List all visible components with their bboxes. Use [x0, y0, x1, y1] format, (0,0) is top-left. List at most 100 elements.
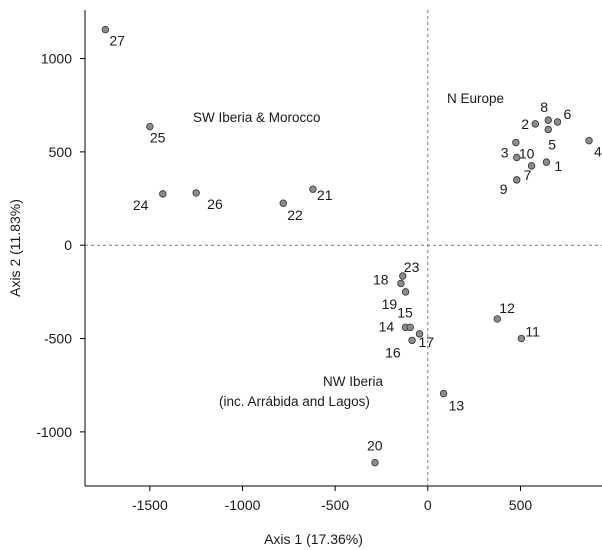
point-label: 24	[133, 197, 149, 213]
point-label: 11	[525, 324, 540, 340]
data-point-24: 24	[133, 190, 167, 213]
point-marker	[397, 279, 405, 288]
point-label: 5	[548, 136, 556, 152]
data-point-10: 10	[512, 138, 535, 162]
point-label: 23	[404, 259, 420, 275]
point-marker	[101, 25, 110, 34]
point-label: 26	[207, 196, 223, 212]
point-marker	[517, 334, 526, 343]
point-marker	[544, 116, 552, 124]
point-label: 1	[554, 158, 562, 174]
point-label: 13	[449, 398, 465, 414]
data-point-6: 6	[553, 106, 572, 126]
group-annotation: (inc. Arrábida and Lagos)	[219, 394, 370, 409]
data-point-15: 15	[397, 304, 414, 332]
point-marker	[401, 288, 410, 296]
data-point-21: 21	[309, 185, 333, 203]
y-tick-label: -500	[44, 331, 72, 347]
data-point-25: 25	[146, 122, 166, 146]
data-point-9: 9	[500, 176, 521, 197]
x-axis-ticks: -1500 -1000 -500 0 500	[132, 486, 532, 513]
point-label: 14	[379, 318, 395, 334]
point-marker	[527, 162, 536, 170]
y-axis-title: Axis 2 (11.83%)	[7, 199, 23, 297]
data-point-8: 8	[540, 99, 552, 124]
point-marker	[192, 189, 200, 197]
data-point-2: 2	[521, 116, 539, 132]
data-point-3: 3	[501, 144, 521, 162]
reference-lines	[85, 10, 602, 486]
y-tick-label: 1000	[41, 51, 72, 67]
data-point-18: 18	[373, 271, 405, 288]
point-label: 7	[524, 167, 532, 183]
data-point-4: 4	[585, 136, 602, 160]
data-point-7: 7	[524, 162, 536, 183]
x-axis-title: Axis 1 (17.36%)	[264, 531, 363, 547]
data-point-20: 20	[367, 438, 383, 467]
data-point-11: 11	[517, 324, 540, 343]
point-label: 12	[499, 300, 515, 316]
point-label: 19	[382, 296, 398, 312]
x-tick-label: 500	[509, 497, 533, 513]
x-tick-label: -1000	[225, 497, 261, 513]
x-tick-label: -500	[321, 497, 349, 513]
point-label: 8	[540, 99, 548, 115]
data-point-19: 19	[382, 288, 410, 312]
point-label: 16	[385, 344, 401, 360]
point-marker	[159, 190, 167, 198]
point-label: 25	[150, 130, 166, 146]
data-point-5: 5	[544, 125, 556, 152]
point-label: 10	[519, 146, 535, 162]
data-point-13: 13	[439, 389, 465, 414]
data-points: 123 4567891011121314151617181920212223242…	[101, 25, 602, 467]
point-marker	[512, 138, 520, 147]
x-tick-label: -1500	[132, 497, 168, 513]
point-marker	[309, 185, 317, 193]
point-marker	[406, 323, 414, 332]
group-annotations: SW Iberia & Morocco N Europe NW Iberia (inc…	[193, 91, 504, 409]
point-marker	[408, 336, 416, 345]
point-marker	[146, 122, 154, 131]
data-point-14: 14	[379, 318, 410, 334]
plot-frame	[84, 10, 602, 487]
point-marker	[585, 136, 593, 145]
point-marker	[531, 120, 539, 128]
data-point-26: 26	[192, 189, 223, 212]
group-annotation: NW Iberia	[323, 374, 384, 389]
point-label: 18	[373, 271, 389, 287]
point-marker	[399, 272, 407, 280]
point-label: 15	[397, 304, 413, 320]
group-annotation: SW Iberia & Morocco	[193, 110, 321, 125]
data-point-12: 12	[493, 300, 515, 323]
point-label: 17	[418, 334, 434, 350]
data-point-17: 17	[415, 330, 434, 350]
point-marker	[544, 125, 552, 134]
point-marker	[553, 118, 562, 126]
point-marker	[513, 153, 521, 162]
data-point-23: 23	[399, 259, 420, 280]
data-point-1: 1	[542, 158, 562, 174]
point-label: 3	[501, 144, 509, 160]
point-label: 27	[109, 33, 125, 49]
point-label: 9	[500, 181, 508, 197]
y-axis-ticks: 1000 500 0 -500 -1000	[36, 51, 85, 440]
point-marker	[371, 458, 379, 467]
point-marker	[542, 158, 551, 166]
x-tick-label: 0	[424, 497, 432, 513]
point-marker	[513, 176, 521, 184]
data-point-22: 22	[279, 199, 303, 223]
point-marker	[415, 330, 424, 338]
y-tick-label: 500	[49, 144, 73, 160]
point-marker	[439, 389, 448, 398]
point-label: 21	[317, 187, 333, 203]
point-label: 22	[287, 207, 303, 223]
y-tick-label: 0	[64, 237, 72, 253]
data-point-16: 16	[385, 336, 416, 360]
point-label: 20	[367, 438, 383, 454]
point-label: 4	[594, 144, 602, 160]
point-marker	[279, 199, 287, 207]
point-label: 2	[521, 116, 529, 132]
point-marker	[493, 315, 502, 323]
y-tick-label: -1000	[36, 424, 72, 440]
